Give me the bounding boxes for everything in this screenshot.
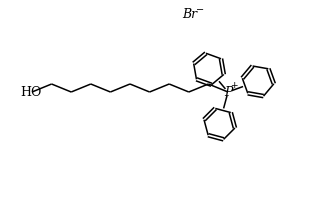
Text: −: − [196, 6, 204, 14]
Text: HO: HO [20, 85, 41, 99]
Text: Br: Br [182, 8, 197, 20]
Text: P: P [224, 85, 232, 99]
Text: +: + [230, 82, 238, 91]
